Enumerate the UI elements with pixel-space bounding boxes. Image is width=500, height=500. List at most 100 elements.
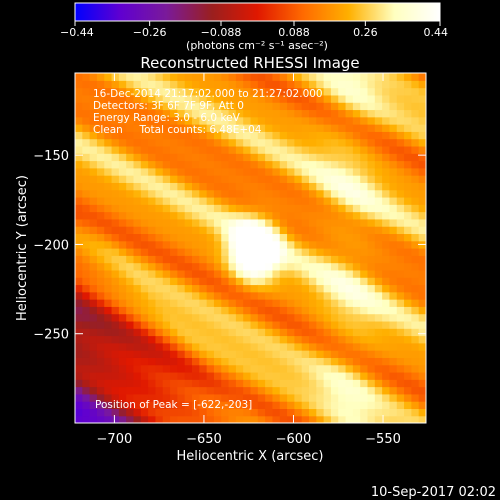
heatmap-pixel — [265, 102, 274, 111]
heatmap-pixel — [118, 204, 127, 213]
heatmap-pixel — [221, 131, 230, 140]
heatmap-pixel — [228, 218, 237, 227]
heatmap-pixel — [404, 226, 412, 235]
heatmap-pixel — [316, 226, 325, 235]
heatmap-pixel — [345, 284, 354, 293]
heatmap-pixel — [162, 109, 171, 118]
heatmap-pixel — [140, 306, 149, 315]
colorbar-tick-label: −0.088 — [201, 26, 242, 39]
heatmap-pixel — [323, 196, 332, 205]
heatmap-pixel — [199, 291, 208, 300]
heatmap-pixel — [257, 357, 266, 366]
heatmap-pixel — [228, 175, 237, 183]
heatmap-pixel — [243, 204, 252, 213]
heatmap-pixel — [367, 269, 376, 278]
heatmap-pixel — [170, 189, 178, 198]
heatmap-pixel — [82, 350, 91, 358]
y-tick-label: −150 — [33, 149, 69, 164]
heatmap-pixel — [382, 167, 391, 176]
heatmap-pixel — [345, 255, 354, 264]
colorbar-tick-label: 0.088 — [278, 26, 310, 39]
heatmap-pixel — [170, 306, 178, 315]
heatmap-pixel — [148, 255, 157, 264]
heatmap-pixel — [316, 204, 325, 213]
heatmap-pixel — [352, 269, 361, 278]
heatmap-pixel — [104, 350, 113, 358]
heatmap-pixel — [396, 379, 405, 388]
heatmap-pixel — [184, 80, 193, 89]
heatmap-pixel — [294, 401, 303, 410]
heatmap-pixel — [323, 379, 332, 388]
heatmap-pixel — [338, 233, 347, 242]
heatmap-pixel — [243, 248, 252, 256]
heatmap-pixel — [228, 211, 237, 220]
heatmap-pixel — [360, 138, 369, 147]
heatmap-pixel — [279, 145, 288, 154]
heatmap-pixel — [411, 167, 420, 176]
heatmap-pixel — [133, 73, 142, 81]
heatmap-pixel — [148, 408, 157, 417]
heatmap-pixel — [184, 160, 193, 169]
heatmap-pixel — [316, 350, 325, 358]
heatmap-pixel — [367, 160, 376, 169]
heatmap-pixel — [360, 277, 369, 286]
heatmap-pixel — [382, 277, 391, 286]
heatmap-pixel — [301, 299, 310, 307]
heatmap-pixel — [192, 342, 200, 351]
heatmap-pixel — [250, 262, 259, 271]
heatmap-pixel — [155, 364, 164, 373]
heatmap-pixel — [199, 386, 208, 395]
heatmap-pixel — [374, 299, 383, 307]
heatmap-pixel — [374, 248, 383, 256]
heatmap-pixel — [133, 145, 142, 154]
heatmap-pixel — [228, 167, 237, 176]
heatmap-pixel — [404, 357, 412, 366]
heatmap-pixel — [316, 240, 325, 249]
heatmap-pixel — [272, 284, 281, 293]
heatmap-pixel — [162, 364, 171, 373]
heatmap-pixel — [382, 218, 391, 227]
heatmap-pixel — [75, 80, 83, 89]
heatmap-pixel — [82, 211, 91, 220]
heatmap-pixel — [338, 153, 347, 162]
heatmap-pixel — [418, 124, 426, 132]
heatmap-pixel — [250, 160, 259, 169]
heatmap-pixel — [411, 408, 420, 417]
heatmap-pixel — [257, 350, 266, 358]
heatmap-pixel — [287, 364, 295, 373]
heatmap-pixel — [228, 204, 237, 213]
heatmap-pixel — [213, 204, 222, 213]
heatmap-pixel — [323, 328, 332, 337]
heatmap-pixel — [184, 131, 193, 140]
heatmap-pixel — [374, 262, 383, 271]
heatmap-pixel — [148, 138, 157, 147]
heatmap-pixel — [155, 328, 164, 337]
heatmap-pixel — [243, 240, 252, 249]
heatmap-pixel — [418, 379, 426, 388]
heatmap-pixel — [75, 255, 83, 264]
heatmap-pixel — [257, 87, 266, 96]
heatmap-pixel — [272, 371, 281, 380]
heatmap-pixel — [330, 131, 339, 140]
heatmap-pixel — [265, 218, 274, 227]
heatmap-pixel — [118, 116, 127, 125]
heatmap-pixel — [235, 371, 244, 380]
heatmap-pixel — [148, 342, 157, 351]
heatmap-pixel — [104, 255, 113, 264]
heatmap-pixel — [213, 320, 222, 329]
heatmap-pixel — [411, 145, 420, 154]
heatmap-pixel — [396, 299, 405, 307]
heatmap-pixel — [118, 350, 127, 358]
heatmap-pixel — [133, 160, 142, 169]
heatmap-pixel — [309, 386, 317, 395]
heatmap-pixel — [411, 233, 420, 242]
heatmap-pixel — [272, 226, 281, 235]
heatmap-pixel — [345, 415, 354, 423]
colorbar-ticks: −0.44 −0.26 −0.088 0.088 0.26 0.44 — [60, 21, 448, 39]
heatmap-pixel — [316, 371, 325, 380]
heatmap-pixel — [301, 204, 310, 213]
heatmap-pixel — [382, 364, 391, 373]
heatmap-pixel — [294, 204, 303, 213]
heatmap-pixel — [170, 240, 178, 249]
heatmap-pixel — [257, 167, 266, 176]
